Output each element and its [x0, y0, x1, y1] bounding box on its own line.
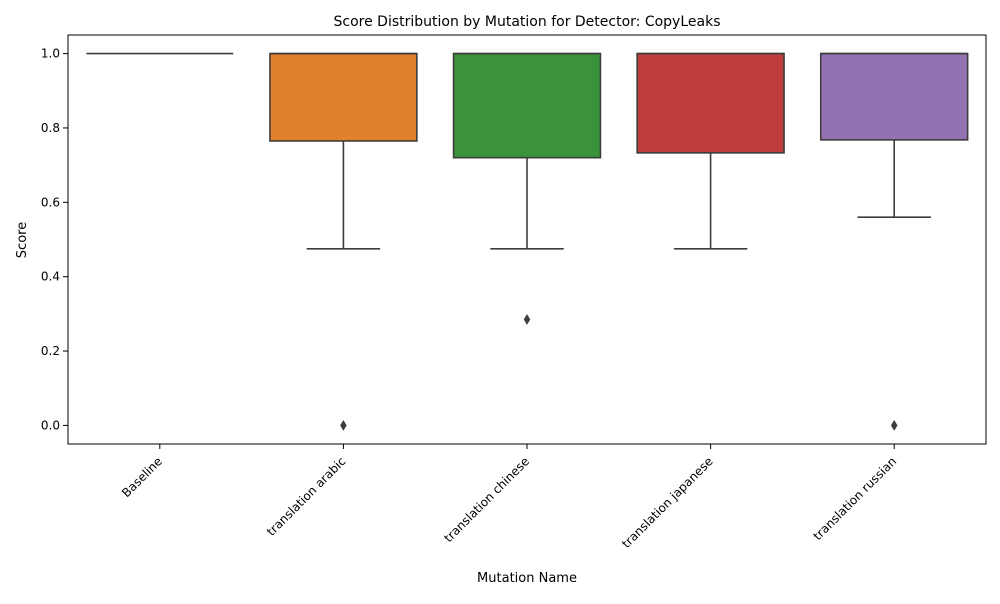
- box-body: [452, 52, 602, 159]
- y-tick-label: 0.0: [41, 418, 60, 432]
- y-axis-label: Score: [15, 222, 30, 258]
- box-group: [452, 52, 602, 325]
- box-group: [819, 52, 969, 431]
- x-tick-label: Baseline: [119, 454, 165, 500]
- plot-area: [86, 52, 969, 431]
- x-tick-label: translation japanese: [619, 454, 716, 551]
- x-tick-label: translation russian: [810, 454, 899, 543]
- x-tick-label: translation chinese: [441, 454, 532, 545]
- box-body: [819, 52, 969, 141]
- outlier-point: [340, 419, 347, 431]
- y-tick-label: 0.6: [41, 195, 60, 209]
- x-axis: Baseline translation arabic translation ch…: [119, 444, 899, 551]
- y-axis: 0.0 0.2 0.4 0.6 0.8 1.0: [41, 47, 68, 432]
- y-tick-label: 0.2: [41, 344, 60, 358]
- outlier-point: [523, 313, 531, 325]
- outlier-point: [890, 419, 898, 431]
- box-body: [636, 52, 785, 154]
- box-body: [269, 52, 418, 142]
- y-tick-label: 1.0: [41, 47, 60, 61]
- chart-title: Score Distribution by Mutation for Detec…: [334, 14, 721, 30]
- box-group: [269, 52, 418, 431]
- x-axis-label: Mutation Name: [477, 571, 577, 586]
- y-tick-label: 0.8: [41, 121, 60, 135]
- x-tick-label: translation arabic: [264, 454, 349, 539]
- y-tick-label: 0.4: [41, 270, 60, 284]
- box-group: [636, 52, 785, 250]
